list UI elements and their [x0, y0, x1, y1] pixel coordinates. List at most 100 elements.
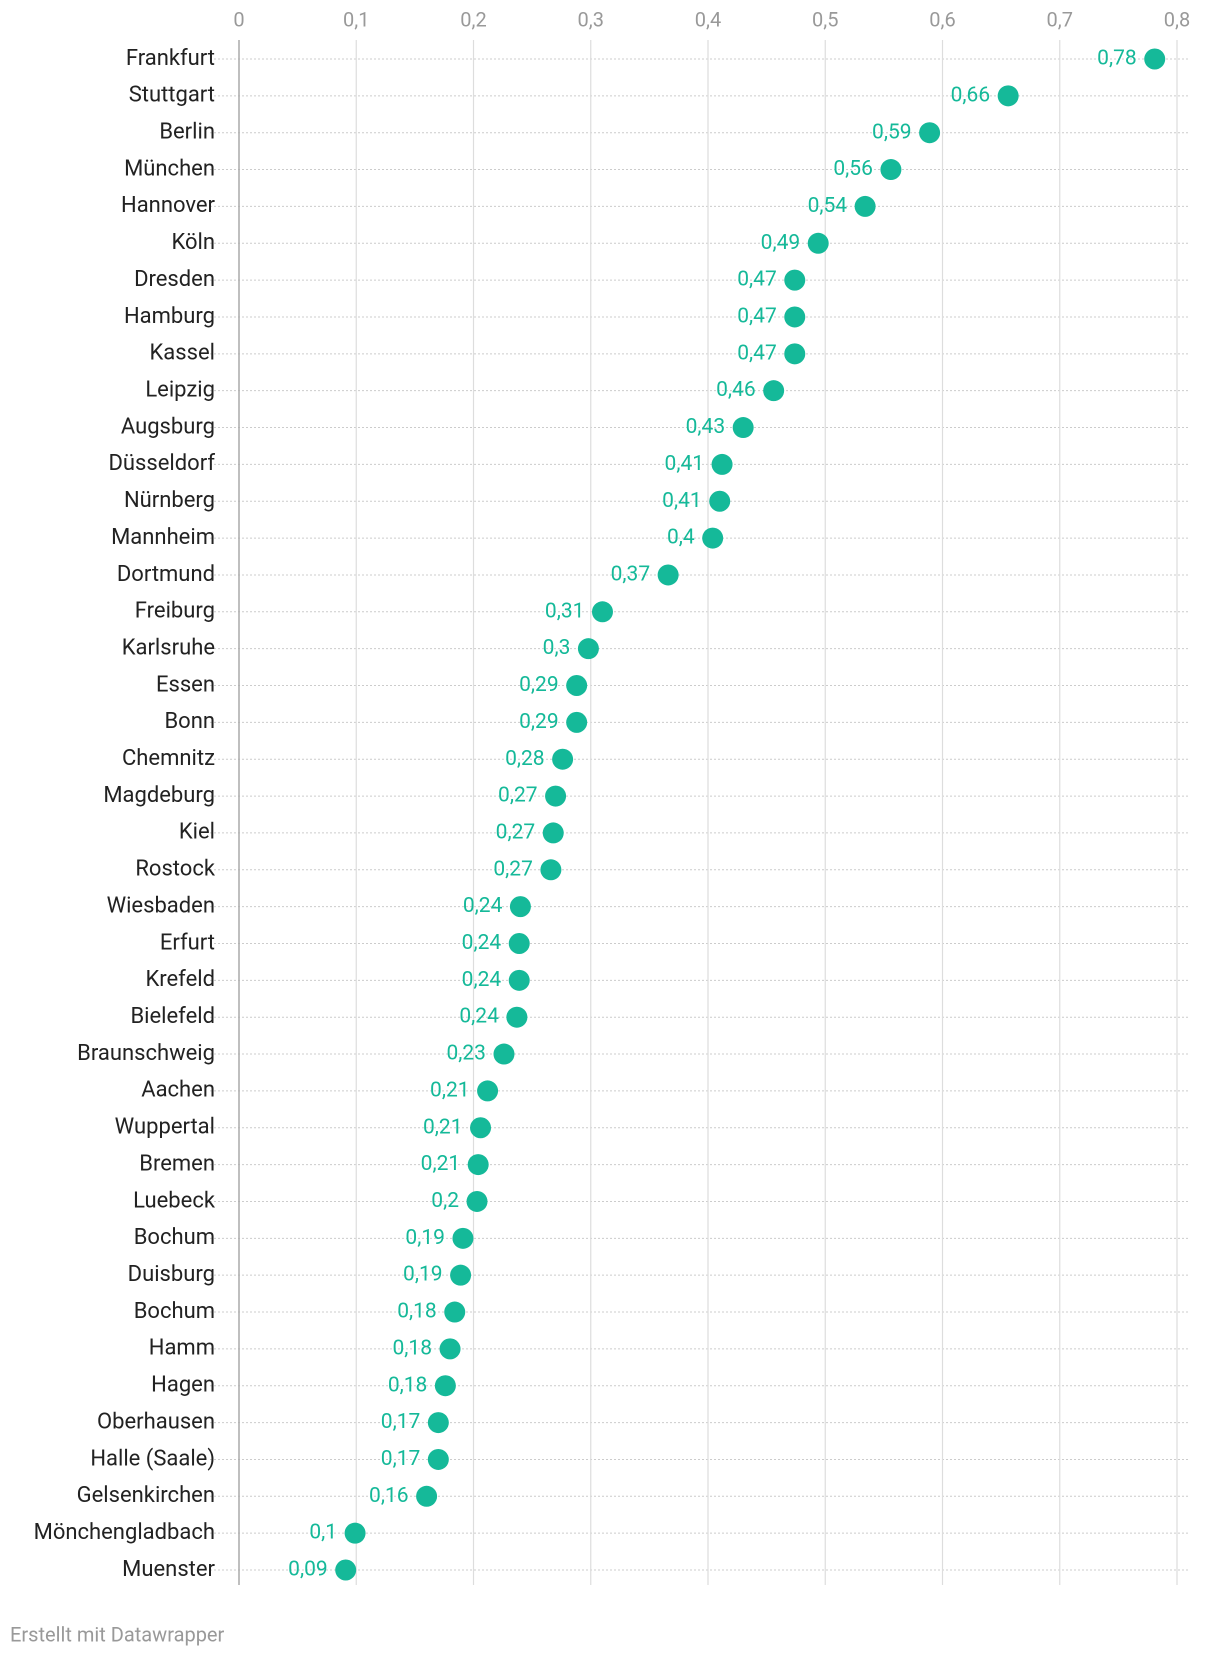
- y-tick-label: Luebeck: [133, 1188, 216, 1213]
- y-tick-label: Kassel: [150, 341, 216, 366]
- dot: [477, 1080, 499, 1102]
- value-label: 0,54: [808, 194, 848, 218]
- y-tick-label: Düsseldorf: [108, 451, 215, 476]
- dot: [506, 1006, 528, 1028]
- value-label: 0,47: [737, 268, 777, 292]
- value-label: 0,37: [611, 562, 651, 586]
- value-label: 0,29: [519, 710, 559, 734]
- y-tick-label: Bonn: [164, 709, 215, 734]
- y-tick-label: Wiesbaden: [107, 893, 215, 918]
- value-label: 0,18: [393, 1336, 433, 1360]
- dot: [732, 417, 754, 439]
- y-tick-label: Aachen: [141, 1078, 215, 1103]
- dot: [784, 269, 806, 291]
- y-tick-label: Bremen: [139, 1151, 215, 1176]
- dot: [591, 601, 613, 623]
- y-tick-label: Halle (Saale): [90, 1446, 215, 1471]
- y-tick-label: Mannheim: [111, 525, 215, 550]
- y-tick-label: Oberhausen: [97, 1409, 215, 1434]
- y-tick-label: Nürnberg: [124, 488, 215, 513]
- y-tick-label: Hannover: [121, 193, 216, 218]
- dot: [427, 1412, 449, 1434]
- value-label: 0,27: [496, 820, 536, 844]
- dot: [444, 1301, 466, 1323]
- x-tick-label: 0,1: [343, 7, 369, 31]
- dot: [709, 490, 731, 512]
- dot: [470, 1117, 492, 1139]
- value-label: 0,27: [498, 784, 538, 808]
- y-tick-label: Dresden: [134, 267, 215, 292]
- dot: [508, 932, 530, 954]
- dot: [919, 122, 941, 144]
- dot: [508, 969, 530, 991]
- y-tick-label: Rostock: [135, 857, 216, 882]
- value-label: 0,29: [519, 673, 559, 697]
- dot: [542, 822, 564, 844]
- y-tick-label: Hamm: [149, 1336, 215, 1361]
- dot: [784, 306, 806, 328]
- y-tick-label: Leipzig: [145, 377, 215, 402]
- y-tick-label: Bochum: [134, 1225, 215, 1250]
- dot: [784, 343, 806, 365]
- dot: [493, 1043, 515, 1065]
- value-label: 0,18: [388, 1373, 428, 1397]
- x-tick-label: 0,2: [460, 7, 486, 31]
- value-label: 0,56: [833, 157, 873, 181]
- value-label: 0,19: [403, 1263, 443, 1287]
- dot: [1144, 48, 1166, 70]
- y-tick-label: Wuppertal: [115, 1115, 215, 1140]
- dot: [545, 785, 567, 807]
- y-tick-label: München: [124, 156, 215, 181]
- dot: [807, 232, 829, 254]
- value-label: 0,4: [667, 526, 695, 550]
- value-label: 0,46: [716, 378, 756, 402]
- x-tick-label: 0,8: [1164, 7, 1190, 31]
- value-label: 0,41: [662, 489, 702, 513]
- dot: [427, 1448, 449, 1470]
- y-tick-label: Muenster: [122, 1557, 215, 1582]
- y-tick-label: Stuttgart: [129, 83, 215, 108]
- x-tick-label: 0,4: [695, 7, 721, 31]
- dot: [880, 159, 902, 181]
- y-tick-label: Gelsenkirchen: [77, 1483, 215, 1508]
- y-tick-label: Hamburg: [124, 304, 215, 329]
- x-tick-label: 0,3: [578, 7, 604, 31]
- y-tick-label: Berlin: [159, 120, 215, 145]
- dot: [344, 1522, 366, 1544]
- value-label: 0,19: [405, 1226, 445, 1250]
- dot: [540, 859, 562, 881]
- dot: [439, 1338, 461, 1360]
- dot: [577, 638, 599, 660]
- value-label: 0,18: [397, 1300, 437, 1324]
- x-tick-label: 0,5: [812, 7, 838, 31]
- y-tick-label: Frankfurt: [126, 46, 215, 71]
- value-label: 0,17: [381, 1410, 421, 1434]
- y-tick-label: Bielefeld: [130, 1004, 215, 1029]
- dot: [711, 453, 733, 475]
- value-label: 0,27: [493, 857, 533, 881]
- y-tick-label: Magdeburg: [103, 783, 215, 808]
- value-label: 0,59: [872, 120, 912, 144]
- x-tick-label: 0,6: [929, 7, 955, 31]
- value-label: 0,47: [737, 341, 777, 365]
- y-tick-label: Krefeld: [145, 967, 215, 992]
- dot: [552, 748, 574, 770]
- value-label: 0,21: [421, 1152, 461, 1176]
- value-label: 0,78: [1097, 47, 1137, 71]
- dot: [657, 564, 679, 586]
- x-tick-label: 0: [233, 7, 244, 31]
- dot: [450, 1264, 472, 1286]
- y-tick-label: Kiel: [179, 820, 215, 845]
- value-label: 0,09: [288, 1558, 328, 1582]
- dot: [763, 380, 785, 402]
- value-label: 0,31: [545, 599, 585, 623]
- value-label: 0,24: [462, 968, 502, 992]
- y-tick-label: Essen: [156, 672, 215, 697]
- dot: [702, 527, 724, 549]
- value-label: 0,66: [951, 83, 991, 107]
- value-label: 0,24: [463, 894, 503, 918]
- value-label: 0,43: [686, 415, 726, 439]
- y-tick-label: Köln: [171, 230, 215, 255]
